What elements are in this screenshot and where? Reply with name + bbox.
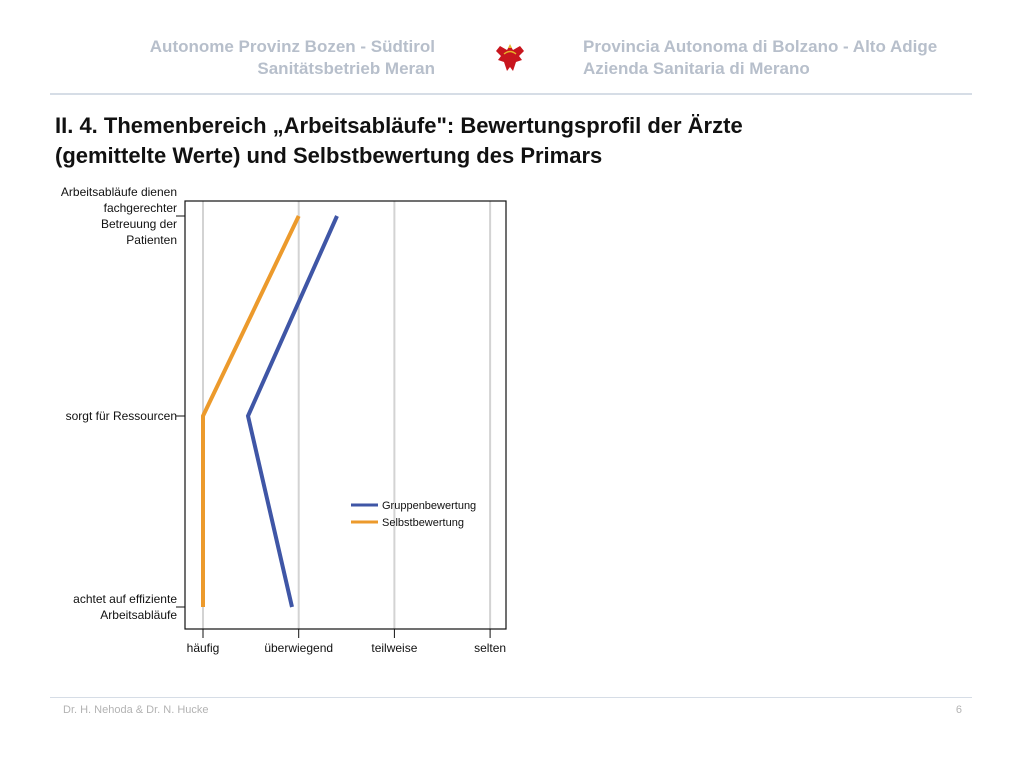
slide-title-line2: (gemittelte Werte) und Selbstbewertung d… (55, 143, 603, 168)
category-label-0-1: fachgerechter (104, 201, 177, 215)
x-tick-label-3: selten (474, 641, 506, 655)
legend-label-1: Selbstbewertung (382, 517, 464, 529)
header-right-line2: Azienda Sanitaria di Merano (583, 59, 810, 78)
series-line-0 (245, 215, 339, 608)
header-right-text: Provincia Autonoma di Bolzano - Alto Adi… (583, 36, 937, 80)
footer-divider (50, 697, 972, 698)
category-label-2-1: Arbeitsabläufe (100, 608, 177, 622)
header-right-line1: Provincia Autonoma di Bolzano - Alto Adi… (583, 37, 938, 56)
header-divider (50, 93, 972, 95)
x-axis-ticks: häufig überwiegend teilweise selten (187, 629, 506, 655)
x-tick-label-1: überwiegend (264, 641, 333, 655)
slide-title-line1: II. 4. Themenbereich „Arbeitsabläufe": B… (55, 113, 743, 138)
x-tick-label-2: teilweise (371, 641, 417, 655)
plot-frame (184, 200, 507, 630)
header-left-line1: Autonome Provinz Bozen - Südtirol (149, 37, 435, 56)
gridlines (202, 201, 492, 629)
category-label-0-2: Betreuung der (101, 217, 177, 231)
eagle-coat-of-arms-icon (496, 44, 524, 71)
series-line-1 (201, 215, 301, 607)
x-tick-label-0: häufig (187, 641, 220, 655)
header-left-line2: Sanitätsbetrieb Meran (257, 59, 435, 78)
category-ticks: Arbeitsabläufe dienen fachgerechter Betreu… (61, 185, 185, 622)
category-label-1-0: sorgt für Ressourcen (66, 409, 177, 423)
category-label-0-3: Patienten (126, 233, 177, 247)
legend-label-0: Gruppenbewertung (382, 500, 476, 512)
legend: Gruppenbewertung Selbstbewertung (351, 500, 476, 529)
header-left-text: Autonome Provinz Bozen - Südtirol Sanitä… (150, 36, 435, 80)
series-layer (201, 215, 339, 608)
slide-title: II. 4. Themenbereich „Arbeitsabläufe": B… (55, 111, 975, 171)
category-label-0-0: Arbeitsabläufe dienen (61, 185, 177, 199)
page-number: 6 (955, 704, 962, 716)
footer-author: Dr. H. Nehoda & Dr. N. Hucke (63, 704, 209, 716)
category-label-2-0: achtet auf effiziente (73, 592, 177, 606)
